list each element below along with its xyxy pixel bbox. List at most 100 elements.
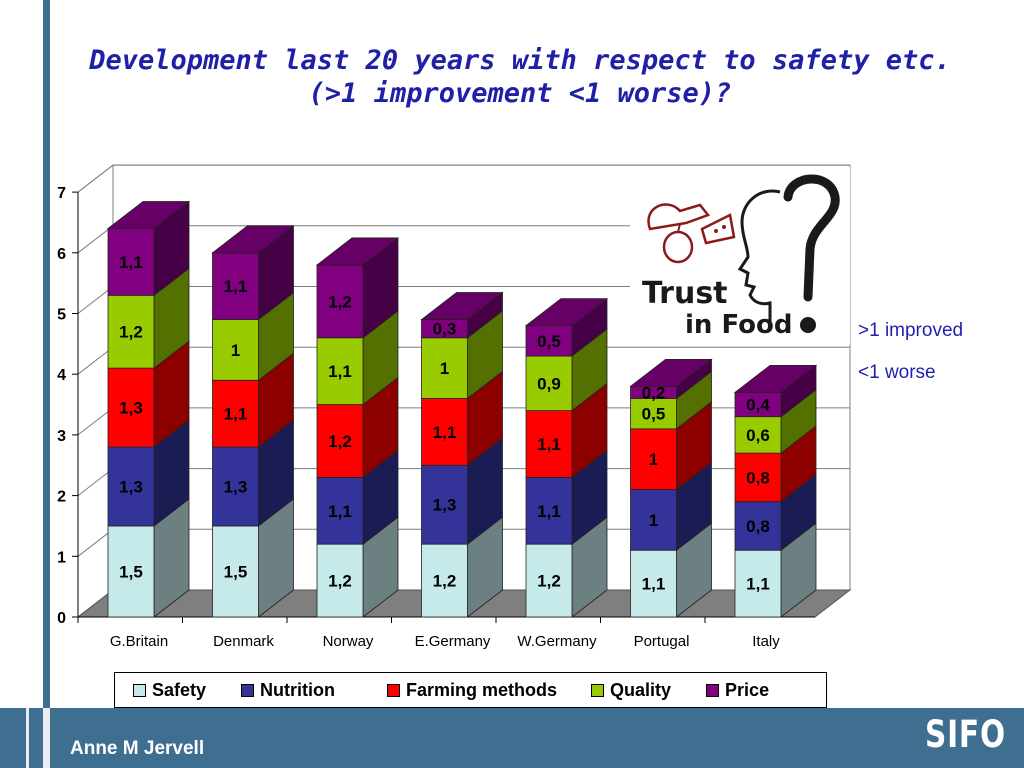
y-tick-label: 1 [57,549,66,566]
bar-top [211,225,295,254]
logo-in-food-text: in Food [685,310,793,340]
author-name: Anne M Jervell [70,738,205,759]
data-label-quality: 0,6 [746,426,770,445]
data-label-price: 0,5 [537,332,561,351]
bar-quality [212,319,259,381]
data-label-safety: 1,1 [746,575,770,594]
logo-trust-text: Trust [642,276,728,311]
y-tick-label: 5 [57,307,66,324]
data-label-price: 1,1 [224,277,248,296]
legend-item-quality: Quality [591,680,671,701]
footer-divider-thin [26,708,29,768]
bar-nutrition [212,446,259,527]
x-tick-label: Denmark [213,633,274,650]
y-tick-label: 0 [57,610,66,627]
x-tick-label: E.Germany [415,633,491,650]
bar-farming-methods [107,367,155,448]
data-label-safety: 1,1 [642,575,666,594]
data-label-safety: 1,5 [224,562,248,581]
bar-nutrition [734,501,782,551]
data-label-nutrition: 1,1 [328,502,352,521]
x-tick-label: Norway [323,633,374,650]
footer-bar [0,708,1024,768]
data-label-price: 0,4 [746,396,770,415]
x-tick-label: G.Britain [110,633,168,650]
stacked-bar-chart: 0 1 2 3 4 5 6 7 1,5 1,3 1,3 1,2 1,1 G.Britain 1,5 1,3 1,… [57,164,852,650]
legend-swatch-price [706,683,720,697]
data-label-quality: 1 [231,341,240,360]
data-label-farming-methods: 1,1 [433,423,457,442]
bar-safety [525,543,573,618]
data-label-price: 0,3 [433,320,457,339]
legend-label-farming-methods: Farming methods [406,679,558,700]
bar-farming-methods [316,404,364,478]
bar-price [107,228,155,296]
data-label-nutrition: 1,3 [433,496,457,515]
bar-quality [525,355,573,412]
slide-title: Development last 20 years with respect t… [89,45,951,109]
data-label-nutrition: 1 [649,511,658,530]
bar-farming-methods [734,452,782,503]
left-accent-bar [43,0,50,768]
y-tick-label: 3 [57,428,66,445]
bar-nutrition [421,464,468,545]
data-label-quality: 1 [440,359,449,378]
note-improved: >1 improved [858,320,964,341]
data-label-farming-methods: 1,2 [328,432,352,451]
data-label-nutrition: 1,1 [537,502,561,521]
legend-item-safety: Safety [133,680,206,701]
legend-swatch-safety [133,683,146,697]
data-label-quality: 1,2 [119,323,143,342]
legend-item-price: Price [706,680,769,701]
legend-item-nutrition: Nutrition [241,680,335,701]
gridline [77,164,850,193]
data-label-safety: 1,2 [433,572,457,591]
legend-swatch-nutrition [241,683,255,697]
legend-label-nutrition: Nutrition [260,679,336,700]
data-label-nutrition: 1,3 [119,477,143,496]
data-label-farming-methods: 1,1 [224,405,248,424]
y-tick-label: 6 [57,246,66,263]
x-tick-label: W.Germany [517,633,597,650]
bar-nutrition [316,476,364,545]
y-tick-label: 7 [57,185,66,202]
legend-swatch-farming-methods [387,683,401,697]
bar-farming-methods [525,410,573,478]
x-tick-label: Portugal [634,633,690,650]
bar-nutrition [630,489,677,551]
bar-farming-methods [212,379,259,448]
legend-label-quality: Quality [610,679,672,700]
bar-safety [421,543,468,618]
data-label-price: 0,2 [642,383,666,402]
chart-legend: Safety Nutrition Farming methods Quality… [114,672,827,708]
legend-label-safety: Safety [152,679,207,700]
data-label-safety: 1,2 [328,572,352,591]
bar-price [734,392,782,418]
bar-safety [630,549,677,618]
trust-in-food-icon: Trust in Food [642,174,840,340]
data-label-farming-methods: 1,3 [119,399,143,418]
y-tick-label: 4 [57,367,66,384]
bar-quality [107,294,155,369]
data-label-farming-methods: 1 [649,450,658,469]
bar-top [629,358,713,387]
data-label-quality: 0,5 [642,405,666,424]
bar-price [212,252,259,320]
legend-label-price: Price [725,679,770,700]
footer-divider [43,708,50,768]
data-label-quality: 0,9 [537,374,561,393]
data-label-nutrition: 1,3 [224,477,248,496]
bar-top [315,237,400,266]
x-tick-label: Italy [752,633,780,650]
data-label-quality: 1,1 [328,362,352,381]
note-worse: <1 worse [858,362,936,383]
sifo-logo-text: SIFO [925,713,1006,756]
bar-top [420,292,504,320]
bar-price [525,325,573,357]
bar-quality [316,337,364,405]
bar-farming-methods [630,428,677,490]
data-label-price: 1,2 [328,292,352,311]
bar-safety [734,549,782,618]
bar-top [733,365,818,393]
data-label-safety: 1,5 [119,562,143,581]
